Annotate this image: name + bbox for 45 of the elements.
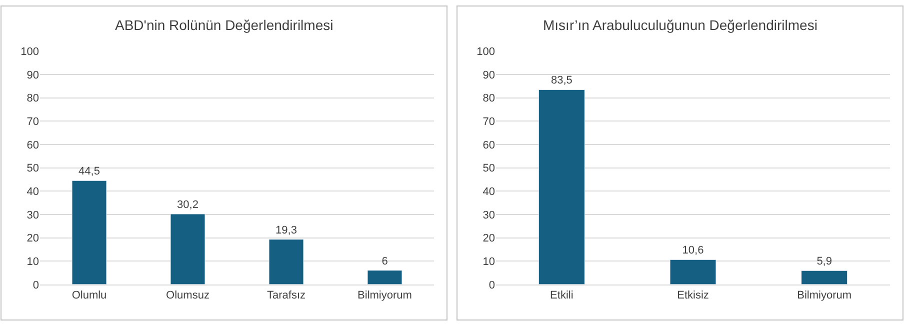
y-tick-label: 0: [32, 279, 39, 292]
x-tick-label: Tarafsız: [266, 290, 306, 302]
x-tick-label: Bilmiyorum: [797, 290, 852, 302]
y-tick-label: 60: [26, 139, 39, 152]
bar: [538, 89, 585, 284]
y-tick-label: 10: [482, 256, 495, 268]
data-label: 44,5: [78, 166, 100, 178]
y-tick-label: 90: [482, 69, 495, 82]
y-tick-label: 90: [26, 69, 39, 82]
data-label: 5,9: [816, 256, 832, 268]
y-tick-label: 50: [482, 162, 495, 175]
y-tick-label: 50: [26, 162, 39, 175]
x-tick-label: Etkili: [550, 290, 574, 302]
bar: [670, 259, 716, 284]
data-label: 10,6: [682, 244, 704, 257]
y-tick-label: 30: [482, 209, 495, 222]
bar: [801, 270, 848, 284]
y-tick-label: 70: [26, 116, 39, 128]
y-tick-label: 20: [482, 232, 495, 245]
bar: [170, 214, 206, 284]
y-tick-label: 60: [482, 139, 495, 152]
x-tick-label: Olumsuz: [166, 290, 210, 302]
y-tick-label: 40: [482, 186, 495, 198]
data-label: 19,3: [276, 224, 297, 236]
data-label: 30,2: [177, 198, 198, 211]
bar: [72, 180, 107, 284]
y-tick-label: 100: [476, 46, 495, 58]
y-tick-label: 80: [482, 92, 495, 105]
data-label: 6: [382, 255, 388, 268]
x-tick-label: Bilmiyorum: [358, 290, 412, 302]
x-tick-label: Olumlu: [72, 290, 107, 302]
x-tick-label: Etkisiz: [677, 290, 709, 302]
chart-title: Mısır’ın Arabuluculuğunun Değerlendirilmesi: [543, 17, 818, 33]
data-label: 83,5: [550, 74, 572, 87]
y-tick-label: 30: [26, 209, 39, 222]
y-tick-label: 70: [482, 116, 495, 128]
y-tick-label: 80: [26, 92, 39, 105]
bar: [268, 239, 304, 284]
bar: [367, 270, 402, 284]
y-tick-label: 20: [26, 232, 39, 245]
chart-title: ABD'nin Rolünün Değerlendirilmesi: [115, 17, 334, 33]
y-tick-label: 100: [20, 46, 39, 58]
y-tick-label: 40: [26, 186, 39, 198]
y-tick-label: 10: [26, 256, 39, 268]
y-tick-label: 0: [488, 279, 495, 292]
